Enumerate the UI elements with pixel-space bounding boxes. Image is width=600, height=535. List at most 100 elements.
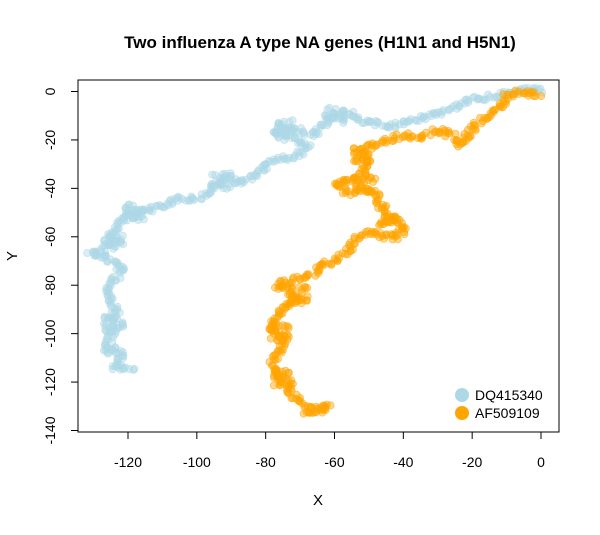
data-point (115, 323, 124, 332)
data-point (325, 103, 334, 112)
data-point (276, 128, 285, 137)
data-point (112, 312, 121, 321)
data-point (117, 235, 126, 244)
data-point (471, 124, 480, 133)
data-point (337, 114, 346, 123)
data-point (128, 201, 137, 210)
data-point (226, 171, 235, 180)
data-point (295, 274, 304, 283)
data-point (269, 381, 278, 390)
y-axis: 0 -20 -40 -60 -80 -100 -120 -140 (42, 87, 79, 445)
data-point (121, 363, 130, 372)
data-point (292, 297, 301, 306)
data-point (452, 104, 461, 113)
data-point (246, 172, 255, 181)
data-point (313, 267, 322, 276)
data-point (320, 111, 329, 120)
legend-marker-DQ415340 (455, 388, 469, 402)
data-point (274, 120, 283, 129)
data-point (119, 351, 128, 360)
data-point (339, 107, 348, 116)
data-point (224, 180, 233, 189)
data-point (129, 365, 138, 374)
data-point (302, 296, 311, 305)
y-tick-label: -20 (42, 130, 58, 150)
data-point (155, 201, 164, 210)
data-point (197, 195, 206, 204)
data-point (287, 287, 296, 296)
x-tick-label: -120 (114, 454, 142, 470)
data-point (336, 182, 345, 191)
data-point (352, 181, 361, 190)
data-point (355, 234, 364, 243)
data-point (290, 297, 299, 306)
data-point (112, 232, 121, 241)
data-point (352, 179, 361, 188)
x-tick-label: -40 (393, 454, 413, 470)
data-point (468, 93, 477, 102)
data-point (511, 86, 520, 95)
data-point (103, 257, 112, 266)
data-point (379, 219, 388, 228)
data-point (266, 334, 275, 343)
data-point (267, 327, 276, 336)
series-AF509109 (265, 86, 546, 418)
x-tick-label: -100 (183, 454, 211, 470)
data-point (395, 215, 404, 224)
data-point (106, 298, 115, 307)
data-point (482, 115, 491, 124)
data-point (311, 271, 320, 280)
data-point (83, 248, 92, 257)
legend-marker-AF509109 (455, 406, 469, 420)
data-point (274, 311, 283, 320)
data-point (271, 368, 280, 377)
data-point (276, 380, 285, 389)
y-tick-label: -140 (42, 416, 58, 444)
data-point (284, 332, 293, 341)
data-point (349, 107, 358, 116)
data-point (464, 133, 473, 142)
data-point (331, 105, 340, 114)
y-tick-label: 0 (42, 87, 58, 95)
legend-label: AF509109 (475, 405, 540, 421)
data-point (108, 362, 117, 371)
legend-label: DQ415340 (475, 387, 543, 403)
data-point (299, 409, 308, 418)
data-point (181, 196, 190, 205)
x-tick-label: -80 (256, 454, 276, 470)
data-point (286, 131, 295, 140)
x-tick-label: 0 (537, 454, 545, 470)
data-point (371, 198, 380, 207)
data-point (272, 130, 281, 139)
data-point (211, 171, 220, 180)
x-tick-label: -60 (324, 454, 344, 470)
data-point (308, 128, 317, 137)
x-tick-label: -20 (462, 454, 482, 470)
data-point (278, 283, 287, 292)
data-point (426, 131, 435, 140)
y-tick-label: -100 (42, 319, 58, 347)
data-point (284, 368, 293, 377)
data-point (381, 122, 390, 131)
data-point (133, 209, 142, 218)
data-point (100, 312, 109, 321)
data-point (376, 229, 385, 238)
data-point (281, 322, 290, 331)
data-point (452, 135, 461, 144)
data-point (384, 122, 393, 131)
data-point (349, 144, 358, 153)
data-point (356, 144, 365, 153)
data-point (377, 138, 386, 147)
data-point (372, 199, 381, 208)
data-point (288, 284, 297, 293)
data-point (111, 343, 120, 352)
series-DQ415340 (83, 84, 547, 374)
data-point (272, 156, 281, 165)
data-point (385, 212, 394, 221)
x-axis-label: X (313, 492, 323, 509)
data-point (382, 230, 391, 239)
data-point (363, 184, 372, 193)
data-point (288, 379, 297, 388)
data-point (509, 90, 518, 99)
